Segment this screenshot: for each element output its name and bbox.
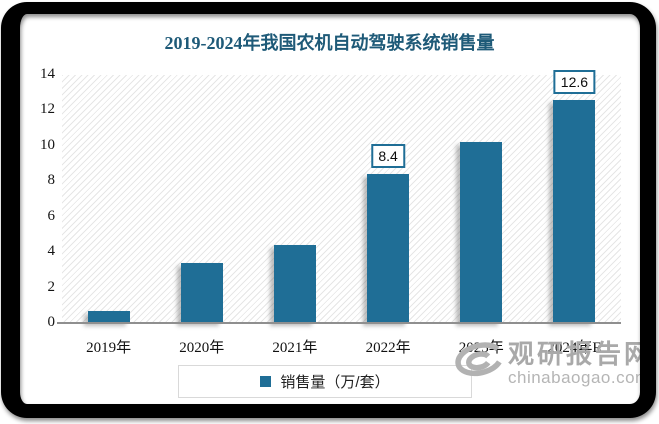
x-axis-line <box>57 322 621 324</box>
bar-2022年 <box>367 174 410 323</box>
y-tick-label: 14 <box>40 66 55 82</box>
legend: 销售量（万/套） <box>178 365 472 398</box>
x-tick-label: 2021年 <box>272 340 318 356</box>
y-tick-label: 10 <box>40 136 55 153</box>
y-tick-label: 2 <box>47 278 56 295</box>
y-tick-label: 6 <box>47 207 56 224</box>
y-tick-label: 0 <box>47 314 56 330</box>
bar-slot <box>435 75 528 323</box>
x-tick-label: 2022年 <box>365 340 411 356</box>
bar-2019年 <box>87 310 130 323</box>
x-tick-label: 2024年E <box>547 340 602 356</box>
chart-title: 2019-2024年我国农机自动驾驶系统销售量 <box>164 33 495 53</box>
bar-slot <box>62 75 155 323</box>
y-tick-label: 4 <box>47 243 56 260</box>
y-tick-label: 12 <box>40 101 55 118</box>
bar-2021年 <box>273 245 316 323</box>
y-tick-label: 8 <box>47 172 56 189</box>
bar-value-label: 8.4 <box>371 144 405 169</box>
legend-marker-icon <box>260 376 272 387</box>
bar-slot: 12.6 <box>528 69 621 323</box>
bar-2023年 <box>460 142 503 323</box>
watermark-url: chinabaogao.com <box>508 368 650 387</box>
legend-label: 销售量（万/套） <box>280 374 390 391</box>
x-tick-label: 2019年 <box>86 340 132 356</box>
bar-slot: 8.4 <box>342 75 435 323</box>
plot-area: 8.4 12.6 <box>62 69 621 323</box>
x-tick-label: 2020年 <box>179 340 225 356</box>
bar-value-label: 12.6 <box>553 69 596 94</box>
bar-2024年E <box>553 99 596 323</box>
bar-2020年 <box>180 262 223 323</box>
bar-slot <box>248 75 341 323</box>
bar-slot <box>155 75 248 323</box>
x-tick-label: 2023年 <box>458 340 504 356</box>
